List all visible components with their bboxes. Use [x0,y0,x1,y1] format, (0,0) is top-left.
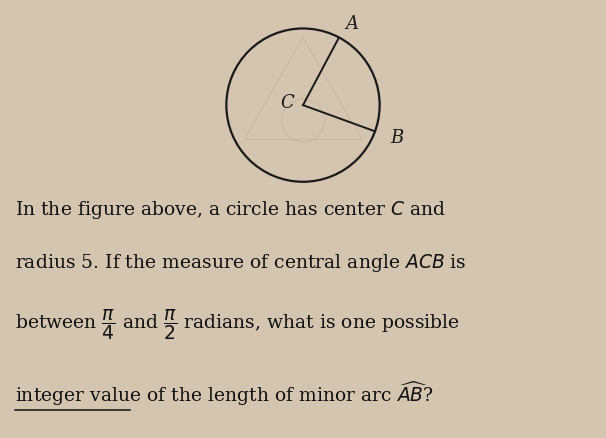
Text: A: A [345,15,358,33]
Text: In the figure above, a circle has center $C$ and: In the figure above, a circle has center… [15,199,446,221]
Text: B: B [390,129,404,147]
Text: radius 5. If the measure of central angle $ACB$ is: radius 5. If the measure of central angl… [15,252,467,274]
Text: integer value of the length of minor arc $\widehat{AB}$?: integer value of the length of minor arc… [15,380,434,408]
Text: C: C [280,94,294,112]
Text: between $\dfrac{\pi}{4}$ and $\dfrac{\pi}{2}$ radians, what is one possible: between $\dfrac{\pi}{4}$ and $\dfrac{\pi… [15,307,460,342]
